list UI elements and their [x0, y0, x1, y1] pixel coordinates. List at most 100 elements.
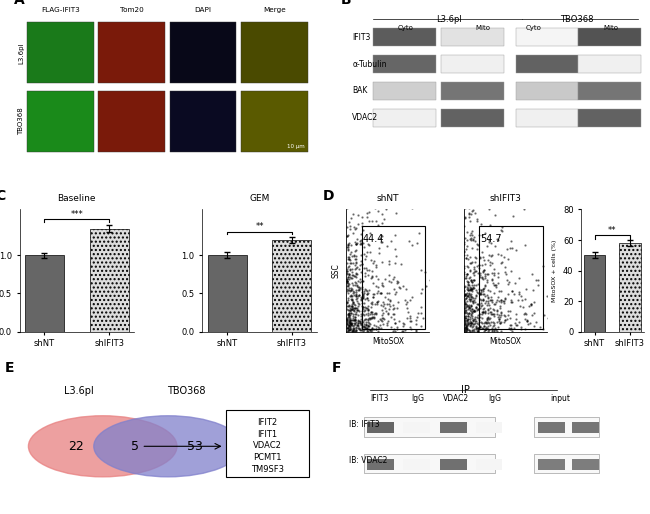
Point [389, 273, 400, 282]
Point [350, 318, 361, 326]
Point [344, 131, 355, 139]
Bar [367, 458, 394, 469]
Point [351, 270, 361, 278]
Point [465, 304, 475, 313]
Point [384, 271, 395, 280]
Point [415, 266, 426, 274]
Point [353, 219, 363, 228]
Point [350, 316, 361, 324]
Point [351, 255, 361, 263]
Point [485, 258, 495, 266]
Point [459, 270, 469, 278]
Point [343, 326, 354, 335]
Point [483, 305, 493, 313]
Point [415, 322, 426, 331]
Point [344, 306, 355, 314]
Point [348, 199, 359, 208]
Point [476, 318, 487, 326]
Title: GEM: GEM [250, 194, 270, 203]
Point [478, 296, 489, 304]
Point [460, 320, 470, 328]
Point [370, 125, 381, 134]
Point [483, 294, 493, 302]
Bar [364, 454, 495, 473]
Point [356, 292, 366, 301]
Point [341, 315, 352, 323]
Point [469, 233, 479, 242]
Point [341, 314, 352, 322]
Point [465, 267, 476, 275]
Point [462, 316, 473, 324]
Point [463, 286, 473, 294]
Point [363, 314, 374, 322]
Point [480, 135, 490, 143]
Point [347, 292, 358, 300]
Point [482, 315, 493, 323]
Point [467, 317, 478, 325]
Point [353, 299, 363, 307]
Point [387, 327, 398, 335]
Point [358, 290, 368, 299]
Point [343, 319, 353, 327]
Point [466, 285, 476, 293]
Point [472, 305, 482, 314]
Point [473, 311, 483, 319]
Point [358, 318, 368, 326]
Point [476, 286, 486, 295]
Point [500, 268, 510, 276]
Point [464, 309, 474, 317]
Point [371, 325, 382, 333]
Point [462, 317, 473, 325]
Point [499, 253, 509, 261]
Point [507, 287, 517, 295]
Point [521, 285, 531, 293]
Point [462, 316, 472, 324]
Point [478, 290, 489, 298]
Point [481, 297, 491, 305]
Point [519, 325, 530, 334]
Point [470, 125, 480, 133]
Point [354, 278, 365, 286]
Bar [27, 22, 94, 83]
Point [344, 272, 355, 281]
Point [460, 316, 470, 324]
Point [461, 274, 471, 283]
Point [388, 275, 398, 283]
Point [480, 281, 491, 289]
Point [343, 311, 353, 319]
Point [447, 295, 458, 303]
Point [502, 310, 513, 319]
Point [495, 303, 505, 311]
Point [348, 311, 358, 320]
Point [465, 266, 475, 274]
Point [360, 199, 370, 207]
Point [511, 246, 521, 254]
Point [474, 323, 484, 331]
Point [506, 327, 517, 335]
Point [462, 197, 472, 205]
Point [471, 317, 482, 325]
Point [528, 286, 538, 294]
Bar [440, 422, 467, 433]
Point [348, 309, 359, 318]
Point [506, 267, 516, 275]
Point [341, 320, 352, 328]
Point [465, 321, 475, 329]
Point [369, 77, 379, 85]
Point [480, 154, 490, 162]
Point [555, 270, 566, 279]
Point [479, 318, 489, 326]
Point [464, 301, 474, 309]
Point [357, 285, 367, 293]
Point [482, 242, 492, 250]
Point [465, 319, 476, 327]
Point [472, 245, 482, 253]
Point [513, 296, 523, 304]
Point [379, 316, 389, 324]
Point [347, 316, 358, 324]
Point [464, 209, 474, 217]
Point [519, 205, 529, 213]
Point [346, 265, 357, 273]
Point [466, 236, 476, 244]
Point [549, 315, 560, 323]
